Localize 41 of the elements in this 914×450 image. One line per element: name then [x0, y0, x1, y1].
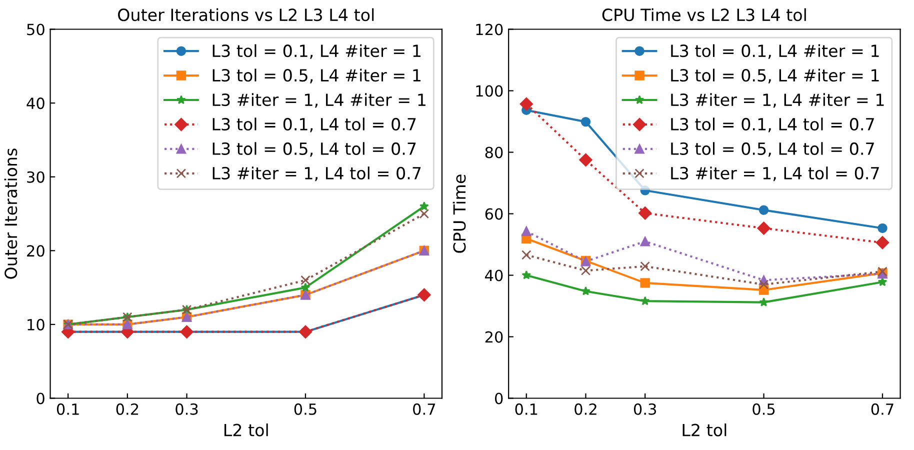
chart-title: Outer Iterations vs L2 L3 L4 tol: [118, 8, 374, 22]
x-tick-label: 0.5: [294, 403, 316, 415]
y-tick-label: 0: [36, 392, 44, 404]
x-tick-label: 0.7: [413, 403, 436, 415]
y-tick-label: 10: [28, 318, 44, 330]
y-tick-label: 80: [485, 146, 503, 158]
legend-label: L3 tol = 0.1, L4 tol = 0.7: [212, 118, 416, 132]
x-tick-label: 0.1: [515, 403, 538, 415]
x-tick-label: 0.7: [871, 403, 894, 415]
y-axis-title: Outer Iterations: [4, 148, 18, 279]
y-tick-label: 120: [476, 24, 503, 36]
legend-label: L3 #iter = 1, L4 #iter = 1: [212, 93, 426, 108]
chart-title: CPU Time vs L2 L3 L4 tol: [602, 8, 806, 22]
x-tick-label: 0.3: [634, 403, 656, 415]
legend-label: L3 tol = 0.1, L4 #iter = 1: [212, 44, 420, 59]
y-tick-label: 20: [485, 331, 503, 343]
legend-label: L3 tol = 0.5, L4 tol = 0.7: [671, 142, 874, 157]
y-tick-label: 0: [495, 392, 503, 404]
legend-label: L3 tol = 0.5, L4 tol = 0.7: [212, 142, 416, 157]
legend-label: L3 #iter = 1, L4 tol = 0.7: [212, 166, 421, 182]
legend-label: L3 tol = 0.1, L4 #iter = 1: [671, 44, 879, 59]
x-tick-label: 0.2: [574, 403, 596, 415]
x-axis-title: L2 tol: [224, 423, 268, 436]
y-tick-label: 60: [485, 208, 503, 220]
y-tick-label: 40: [485, 270, 503, 282]
legend-label: L3 tol = 0.5, L4 #iter = 1: [671, 68, 879, 84]
y-axis-title: CPU Time: [452, 174, 466, 253]
legend-label: L3 #iter = 1, L4 tol = 0.7: [671, 166, 879, 182]
y-tick-label: 30: [27, 171, 44, 183]
x-tick-label: 0.1: [56, 403, 79, 415]
y-tick-label: 40: [26, 98, 44, 110]
x-tick-label: 0.2: [116, 403, 138, 415]
y-tick-label: 50: [27, 24, 44, 36]
legend-label: L3 tol = 0.5, L4 #iter = 1: [212, 68, 420, 84]
legend-label: L3 #iter = 1, L4 #iter = 1: [671, 93, 884, 108]
y-tick-label: 100: [476, 85, 503, 97]
y-tick-label: 20: [27, 245, 44, 257]
x-tick-label: 0.3: [176, 403, 198, 415]
x-tick-label: 0.5: [752, 403, 775, 415]
legend-label: L3 tol = 0.1, L4 tol = 0.7: [671, 118, 874, 132]
x-axis-title: L2 tol: [682, 423, 726, 436]
